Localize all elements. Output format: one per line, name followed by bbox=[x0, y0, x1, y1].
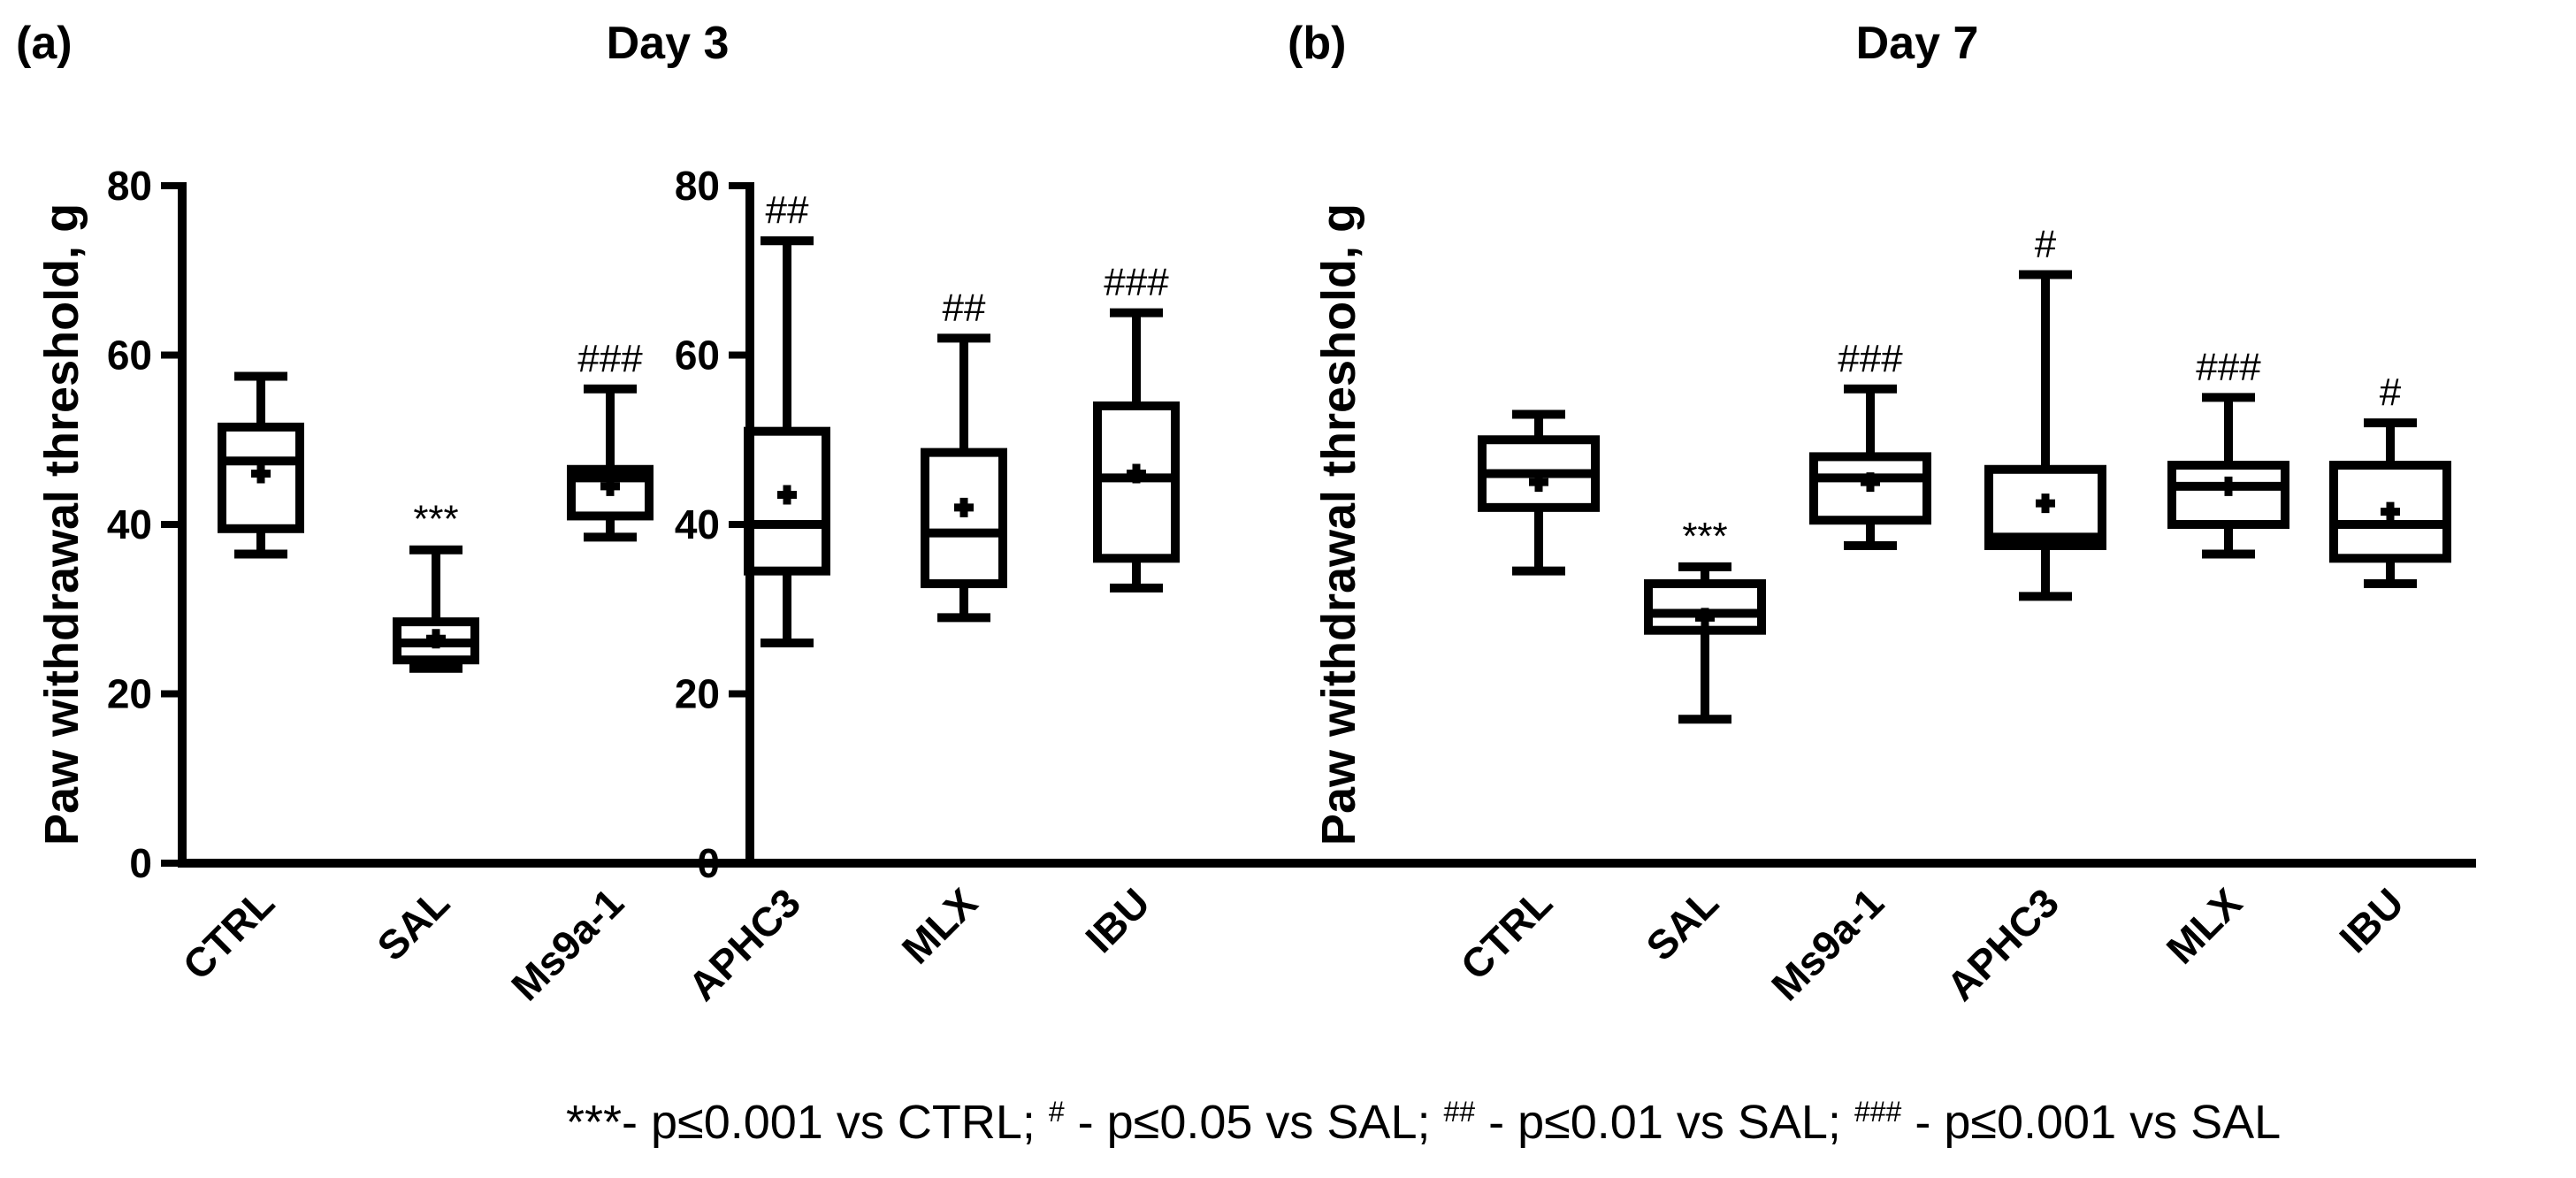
x-tick-label: APHC3 bbox=[679, 879, 809, 1009]
footnote-part-3: - p≤0.01 vs SAL; bbox=[1475, 1096, 1854, 1149]
y-tick-label: 40 bbox=[107, 501, 152, 547]
box-ms9a-1: ### Ms9a-1 bbox=[1762, 337, 1931, 1009]
significance-label: # bbox=[2380, 371, 2402, 414]
x-tick-label: IBU bbox=[2330, 879, 2412, 961]
y-tick-label: 0 bbox=[129, 840, 152, 886]
significance-footnote: ***- p≤0.001 vs CTRL; # - p≤0.05 vs SAL;… bbox=[566, 1095, 2281, 1150]
mean-marker bbox=[2036, 493, 2055, 514]
box-ibu: ### IBU bbox=[1076, 261, 1180, 961]
y-axis-label: Paw withdrawal threshold, g bbox=[1312, 203, 1365, 845]
significance-label: ### bbox=[577, 337, 643, 380]
y-tick-label: 40 bbox=[675, 501, 720, 547]
box-ms9a-1: ### Ms9a-1 bbox=[502, 337, 654, 1009]
x-tick-label: Ms9a-1 bbox=[502, 879, 632, 1009]
mean-marker bbox=[426, 629, 446, 649]
box-sal: *** SAL bbox=[1637, 515, 1766, 969]
box-ctrl: CTRL bbox=[1452, 409, 1600, 989]
significance-label: # bbox=[2035, 223, 2057, 266]
panel-label: (b) bbox=[1288, 18, 1346, 69]
footnote-symbol-2: ## bbox=[1443, 1096, 1476, 1128]
significance-label: ### bbox=[1838, 337, 1903, 380]
significance-label: ## bbox=[943, 286, 986, 329]
footnote-part-2: - p≤0.05 vs SAL; bbox=[1064, 1096, 1444, 1149]
y-tick-label: 80 bbox=[675, 163, 720, 209]
mean-marker bbox=[2381, 501, 2400, 522]
chart-title: Day 3 bbox=[607, 18, 730, 69]
x-tick-label: CTRL bbox=[1452, 879, 1561, 988]
mean-marker bbox=[1529, 472, 1548, 493]
iqr-box bbox=[744, 426, 830, 576]
mean-marker bbox=[1861, 472, 1880, 493]
y-tick-label: 0 bbox=[697, 840, 720, 886]
mean-marker bbox=[2219, 476, 2238, 496]
mean-marker bbox=[600, 476, 620, 496]
footnote-part-1: ***- p≤0.001 vs CTRL; bbox=[566, 1096, 1049, 1149]
footnote-part-4: - p≤0.001 vs SAL bbox=[1901, 1096, 2282, 1149]
iqr-box bbox=[921, 447, 1007, 589]
mean-marker bbox=[954, 497, 974, 517]
y-tick-label: 20 bbox=[107, 671, 152, 717]
mean-marker bbox=[251, 463, 271, 484]
mean-marker bbox=[1695, 608, 1715, 628]
significance-label: *** bbox=[1682, 515, 1727, 558]
y-axis-label: Paw withdrawal threshold, g bbox=[35, 203, 88, 845]
panel-label: (a) bbox=[16, 18, 73, 69]
chart-title: Day 7 bbox=[1856, 18, 1979, 69]
y-tick-label: 60 bbox=[675, 333, 720, 379]
box-ibu: # IBU bbox=[2329, 371, 2451, 961]
footnote-symbol-3: ### bbox=[1854, 1096, 1902, 1128]
mean-marker bbox=[777, 485, 797, 505]
x-tick-label: SAL bbox=[1637, 879, 1727, 969]
box-ctrl: CTRL bbox=[174, 371, 304, 989]
significance-label: *** bbox=[413, 498, 458, 541]
footnote-symbol-1: # bbox=[1048, 1096, 1065, 1128]
y-tick-label: 60 bbox=[107, 333, 152, 379]
box-mlx: ### MLX bbox=[2158, 345, 2289, 973]
significance-label: ## bbox=[766, 188, 809, 232]
x-tick-label: MLX bbox=[893, 879, 987, 973]
x-tick-label: APHC3 bbox=[1938, 879, 2068, 1009]
x-tick-label: MLX bbox=[2158, 879, 2251, 973]
mean-marker bbox=[1127, 463, 1146, 484]
box-aphc3: # APHC3 bbox=[1938, 223, 2106, 1009]
box-sal: *** SAL bbox=[368, 498, 479, 969]
significance-label: ### bbox=[2196, 345, 2261, 388]
y-tick-label: 20 bbox=[675, 671, 720, 717]
box-mlx: ## MLX bbox=[893, 286, 1007, 973]
x-tick-label: CTRL bbox=[174, 879, 283, 988]
iqr-box bbox=[2167, 460, 2289, 529]
x-tick-label: IBU bbox=[1076, 879, 1158, 961]
x-tick-label: Ms9a-1 bbox=[1762, 879, 1892, 1009]
y-tick-label: 80 bbox=[107, 163, 152, 209]
significance-label: ### bbox=[1104, 261, 1169, 304]
iqr-box bbox=[1809, 452, 1931, 525]
x-tick-label: SAL bbox=[368, 879, 458, 969]
